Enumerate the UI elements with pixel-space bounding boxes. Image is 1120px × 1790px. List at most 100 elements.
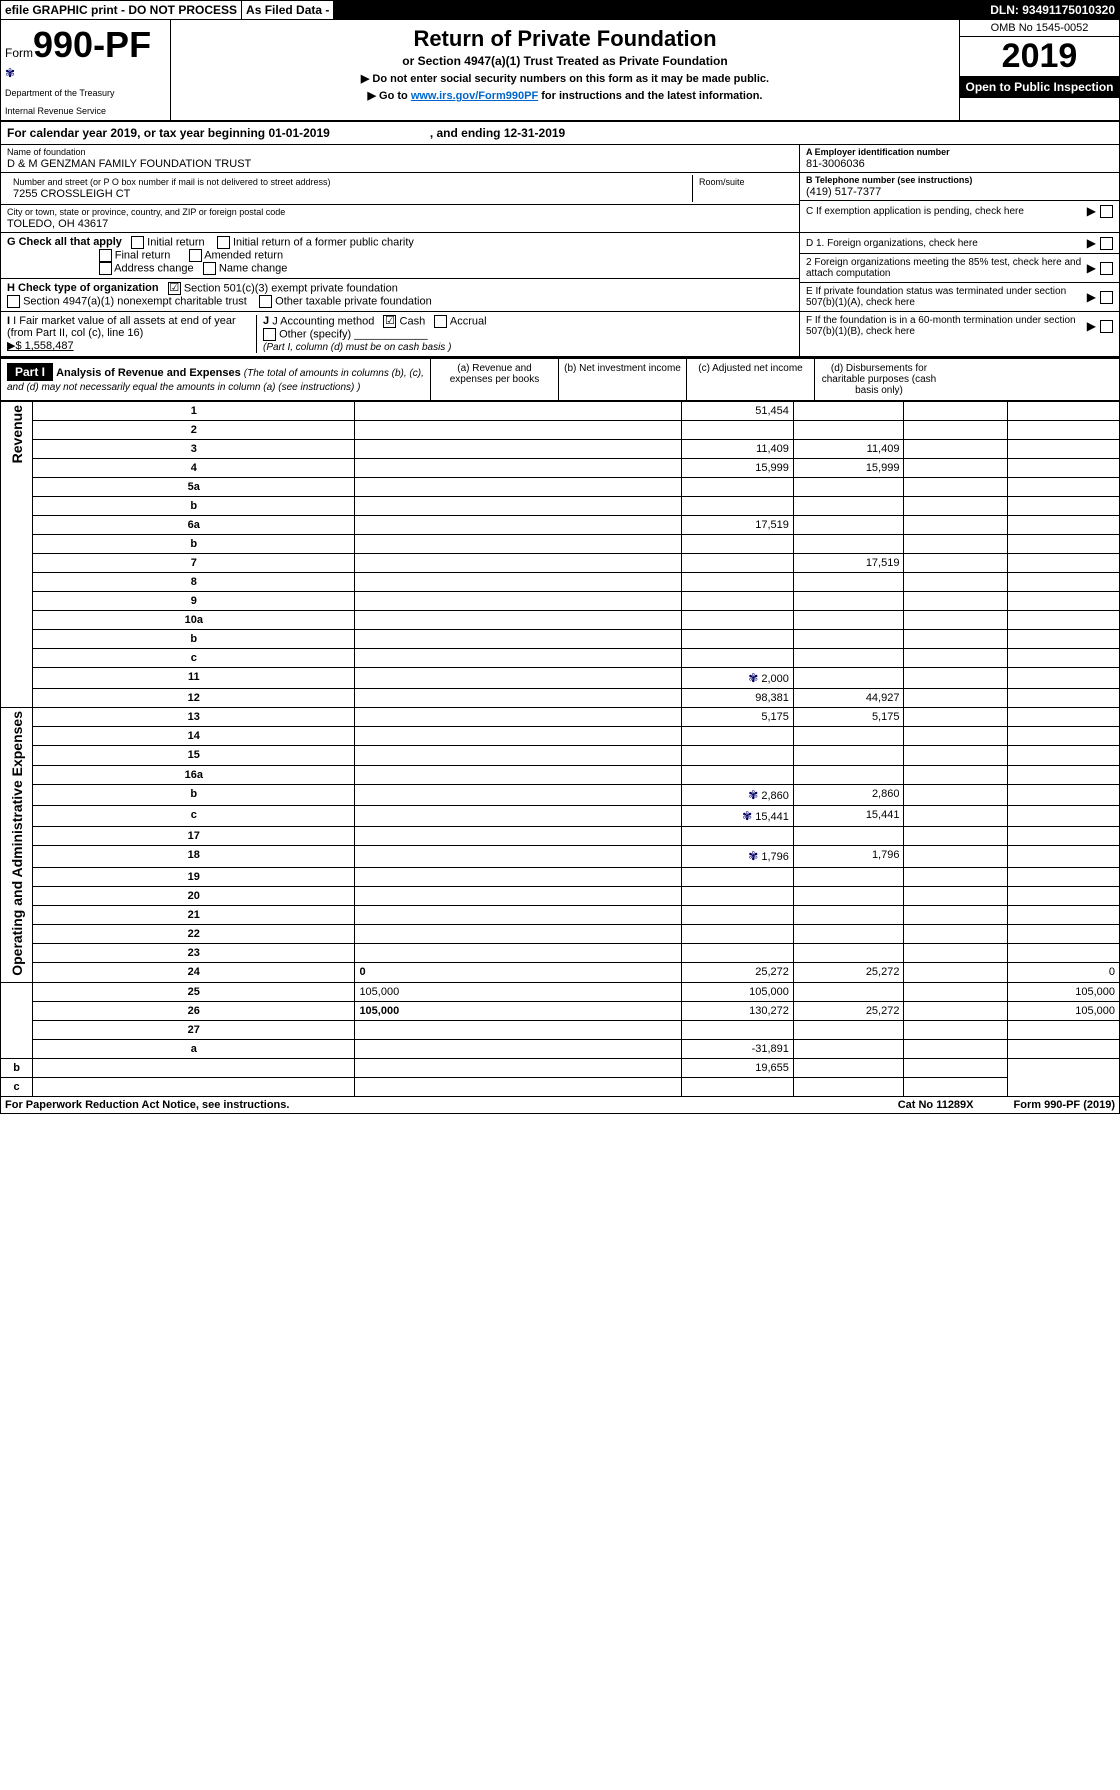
checkbox-f[interactable] (1100, 320, 1113, 333)
exemption-pending: C If exemption application is pending, c… (800, 201, 1119, 221)
amount-cell (904, 982, 1008, 1001)
checkbox-501c3[interactable]: ☑ (168, 282, 181, 295)
checkbox-other-tax[interactable] (259, 295, 272, 308)
amount-cell: 25,272 (793, 963, 904, 982)
checkbox-name[interactable] (203, 262, 216, 275)
amount-cell (793, 1077, 904, 1096)
line-desc (355, 535, 682, 554)
part1-badge: Part I (7, 363, 53, 381)
attachment-icon[interactable]: ✾ (748, 849, 758, 863)
amount-cell (1008, 827, 1120, 846)
amount-cell (793, 982, 904, 1001)
checkbox-e[interactable] (1100, 291, 1113, 304)
header-center: Return of Private Foundation or Section … (171, 20, 959, 120)
amount-cell: 17,519 (682, 516, 794, 535)
line-desc (355, 497, 682, 516)
amount-cell: 2,860 (793, 784, 904, 805)
line-desc (355, 1020, 682, 1039)
amount-cell (355, 1058, 682, 1077)
city-cell: City or town, state or province, country… (1, 205, 799, 232)
table-row: b (1, 497, 1120, 516)
line-number: 1 (33, 402, 355, 421)
amount-cell (904, 689, 1008, 708)
line-number: 6a (33, 516, 355, 535)
revenue-side-label: Revenue (1, 402, 33, 708)
table-row: 415,99915,999 (1, 459, 1120, 478)
table-row: 5a (1, 478, 1120, 497)
table-row: 1298,38144,927 (1, 689, 1120, 708)
amount-cell (904, 649, 1008, 668)
line-number: 14 (33, 727, 355, 746)
amount-cell (793, 944, 904, 963)
checkbox-other-method[interactable] (263, 328, 276, 341)
dept2: Internal Revenue Service (5, 106, 166, 116)
amount-cell (793, 765, 904, 784)
amount-cell (904, 1039, 1008, 1058)
checkbox-address[interactable] (99, 262, 112, 275)
amount-cell (1008, 846, 1120, 867)
amount-cell (793, 1039, 904, 1058)
amount-cell: 105,000 (682, 982, 794, 1001)
line-number: 9 (33, 592, 355, 611)
table-row: b19,655 (1, 1058, 1120, 1077)
line-number: b (33, 784, 355, 805)
amount-cell (904, 440, 1008, 459)
irs-link[interactable]: www.irs.gov/Form990PF (411, 90, 538, 102)
line-number: 12 (33, 689, 355, 708)
amount-cell (904, 421, 1008, 440)
amount-cell (682, 925, 794, 944)
checkbox-d1[interactable] (1100, 237, 1113, 250)
phone-cell: B Telephone number (see instructions) (4… (800, 173, 1119, 201)
amount-cell (793, 1020, 904, 1039)
table-row: Revenue151,454 (1, 402, 1120, 421)
checkbox-c[interactable] (1100, 205, 1113, 218)
line-desc (355, 573, 682, 592)
as-filed: As Filed Data - (242, 1, 334, 19)
amount-cell (793, 611, 904, 630)
checkbox-final[interactable] (99, 249, 112, 262)
checkbox-accrual[interactable] (434, 315, 447, 328)
line-desc (355, 846, 682, 867)
attachment-icon[interactable]: ✾ (748, 788, 758, 802)
line-number: b (33, 535, 355, 554)
line-number: 24 (33, 963, 355, 982)
expenses-side-label: Operating and Administrative Expenses (1, 708, 33, 983)
amount-cell: ✾ 1,796 (682, 846, 794, 867)
amount-cell (682, 649, 794, 668)
table-row: 17 (1, 827, 1120, 846)
checkbox-d2[interactable] (1100, 262, 1113, 275)
amount-cell: 5,175 (793, 708, 904, 727)
amount-cell (904, 708, 1008, 727)
amount-cell (682, 478, 794, 497)
header-left: Form990-PF ✾ Department of the Treasury … (1, 20, 171, 120)
attachment-icon[interactable]: ✾ (742, 809, 752, 823)
form-prefix: Form (5, 46, 33, 60)
amount-cell (793, 867, 904, 886)
checkbox-cash[interactable]: ☑ (383, 315, 396, 328)
amount-cell (904, 846, 1008, 867)
line-number: b (33, 630, 355, 649)
calendar-year-row: For calendar year 2019, or tax year begi… (0, 122, 1120, 145)
checkbox-initial-former[interactable] (217, 236, 230, 249)
table-row: 24025,27225,2720 (1, 963, 1120, 982)
amount-cell (904, 554, 1008, 573)
line-desc (355, 459, 682, 478)
checkbox-amended[interactable] (189, 249, 202, 262)
amount-cell (1008, 784, 1120, 805)
line-desc (355, 421, 682, 440)
amount-cell (904, 516, 1008, 535)
amount-cell (793, 573, 904, 592)
line-number: c (33, 649, 355, 668)
line-number: 20 (33, 886, 355, 905)
attachment-icon[interactable]: ✾ (748, 671, 758, 685)
line-number: 19 (33, 867, 355, 886)
checkbox-initial[interactable] (131, 236, 144, 249)
checkbox-4947[interactable] (7, 295, 20, 308)
line-desc (33, 1077, 355, 1096)
table-row: 20 (1, 886, 1120, 905)
table-row: c (1, 649, 1120, 668)
amount-cell (1008, 886, 1120, 905)
check-section: G Check all that apply Initial return In… (0, 233, 1120, 357)
line-desc (355, 765, 682, 784)
amount-cell (904, 459, 1008, 478)
